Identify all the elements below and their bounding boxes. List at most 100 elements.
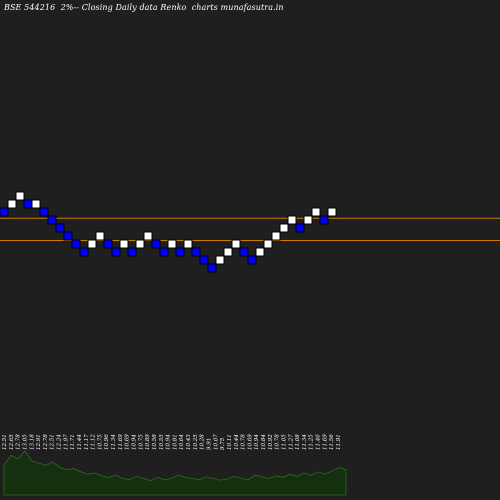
- brick-down-30: [239, 247, 249, 257]
- brick-down-10: [79, 247, 89, 257]
- price-label-33: 10.11: [227, 434, 233, 450]
- price-label-6: 12.78: [43, 434, 49, 450]
- bricks-layer: [0, 191, 337, 273]
- price-label-48: 11.56: [329, 434, 335, 450]
- level-lines: [0, 217, 500, 241]
- price-label-10: 11.71: [70, 434, 76, 450]
- brick-down-31: [247, 255, 257, 265]
- brick-up-41: [327, 207, 337, 217]
- price-label-0: 12.51: [2, 434, 8, 450]
- price-label-20: 10.75: [138, 434, 144, 450]
- price-label-12: 11.17: [84, 434, 90, 450]
- price-label-4: 13.18: [29, 434, 35, 450]
- price-label-44: 11.34: [302, 434, 308, 450]
- price-label-2: 12.78: [16, 434, 22, 450]
- brick-up-18: [143, 231, 153, 241]
- price-label-38: 10.84: [261, 434, 267, 450]
- price-label-30: 9.91: [206, 438, 212, 450]
- price-label-8: 12.24: [57, 434, 63, 450]
- price-label-29: 10.28: [200, 434, 206, 450]
- price-label-27: 10.43: [186, 434, 192, 450]
- brick-up-33: [263, 239, 273, 249]
- price-label-25: 10.81: [172, 434, 178, 450]
- price-label-13: 11.12: [91, 434, 97, 450]
- price-label-41: 11.05: [281, 434, 287, 450]
- brick-down-8: [63, 231, 73, 241]
- price-label-31: 10.07: [213, 434, 219, 450]
- brick-up-28: [223, 247, 233, 257]
- brick-up-12: [95, 231, 105, 241]
- brick-up-32: [255, 247, 265, 257]
- brick-down-3: [23, 199, 33, 209]
- brick-down-24: [191, 247, 201, 257]
- price-label-9: 11.97: [63, 434, 69, 450]
- brick-down-0: [0, 207, 9, 217]
- chart-title: BSE 544216 2%-- Closing Daily data Renko…: [4, 3, 284, 12]
- price-label-23: 10.55: [159, 434, 165, 450]
- price-label-11: 11.44: [77, 434, 83, 450]
- brick-up-4: [31, 199, 41, 209]
- price-labels: 12.51 12.65 12.78 13.05 13.18 12.91 12.78 12.51…: [2, 434, 342, 450]
- price-label-39: 10.92: [268, 434, 274, 450]
- brick-down-13: [103, 239, 113, 249]
- price-label-37: 10.94: [254, 434, 260, 450]
- price-label-19: 10.94: [132, 434, 138, 450]
- price-label-42: 11.27: [288, 434, 294, 450]
- price-label-35: 10.78: [241, 434, 247, 450]
- brick-up-17: [135, 239, 145, 249]
- brick-up-2: [15, 191, 25, 201]
- price-label-17: 11.69: [118, 434, 124, 450]
- brick-up-15: [119, 239, 129, 249]
- price-label-45: 11.25: [309, 434, 315, 450]
- price-label-49: 11.91: [336, 434, 342, 450]
- brick-up-38: [303, 215, 313, 225]
- brick-down-40: [319, 215, 329, 225]
- brick-up-35: [279, 223, 289, 233]
- volume-layer: [3, 450, 347, 496]
- brick-down-6: [47, 215, 57, 225]
- brick-up-21: [167, 239, 177, 249]
- brick-down-37: [295, 223, 305, 233]
- price-label-1: 12.65: [9, 434, 15, 450]
- price-label-26: 10.64: [179, 434, 185, 450]
- price-label-43: 11.08: [295, 434, 301, 450]
- brick-up-27: [215, 255, 225, 265]
- price-label-47: 11.69: [322, 434, 328, 450]
- brick-down-7: [55, 223, 65, 233]
- brick-down-26: [207, 263, 217, 273]
- brick-up-29: [231, 239, 241, 249]
- brick-down-5: [39, 207, 49, 217]
- price-label-24: 10.94: [166, 434, 172, 450]
- brick-down-22: [175, 247, 185, 257]
- brick-down-20: [159, 247, 169, 257]
- price-label-18: 10.69: [125, 434, 131, 450]
- brick-up-39: [311, 207, 321, 217]
- brick-down-14: [111, 247, 121, 257]
- price-label-36: 10.69: [247, 434, 253, 450]
- price-label-28: 10.25: [193, 434, 199, 450]
- price-label-32: 9.75: [220, 437, 226, 450]
- price-label-15: 10.96: [104, 434, 110, 450]
- brick-up-11: [87, 239, 97, 249]
- price-label-14: 10.75: [97, 434, 103, 450]
- price-label-46: 11.46: [316, 434, 322, 450]
- brick-down-25: [199, 255, 209, 265]
- price-label-16: 11.34: [111, 434, 117, 450]
- price-label-3: 13.05: [22, 434, 28, 450]
- brick-up-23: [183, 239, 193, 249]
- price-label-21: 10.89: [145, 434, 151, 450]
- brick-up-36: [287, 215, 297, 225]
- brick-up-1: [7, 199, 17, 209]
- price-label-7: 12.51: [50, 434, 56, 450]
- volume-area: [3, 450, 347, 496]
- brick-up-34: [271, 231, 281, 241]
- brick-down-9: [71, 239, 81, 249]
- brick-down-19: [151, 239, 161, 249]
- brick-down-16: [127, 247, 137, 257]
- price-label-34: 10.44: [234, 434, 240, 450]
- price-label-40: 10.78: [275, 434, 281, 450]
- price-label-22: 10.58: [152, 434, 158, 450]
- price-label-5: 12.91: [36, 434, 42, 450]
